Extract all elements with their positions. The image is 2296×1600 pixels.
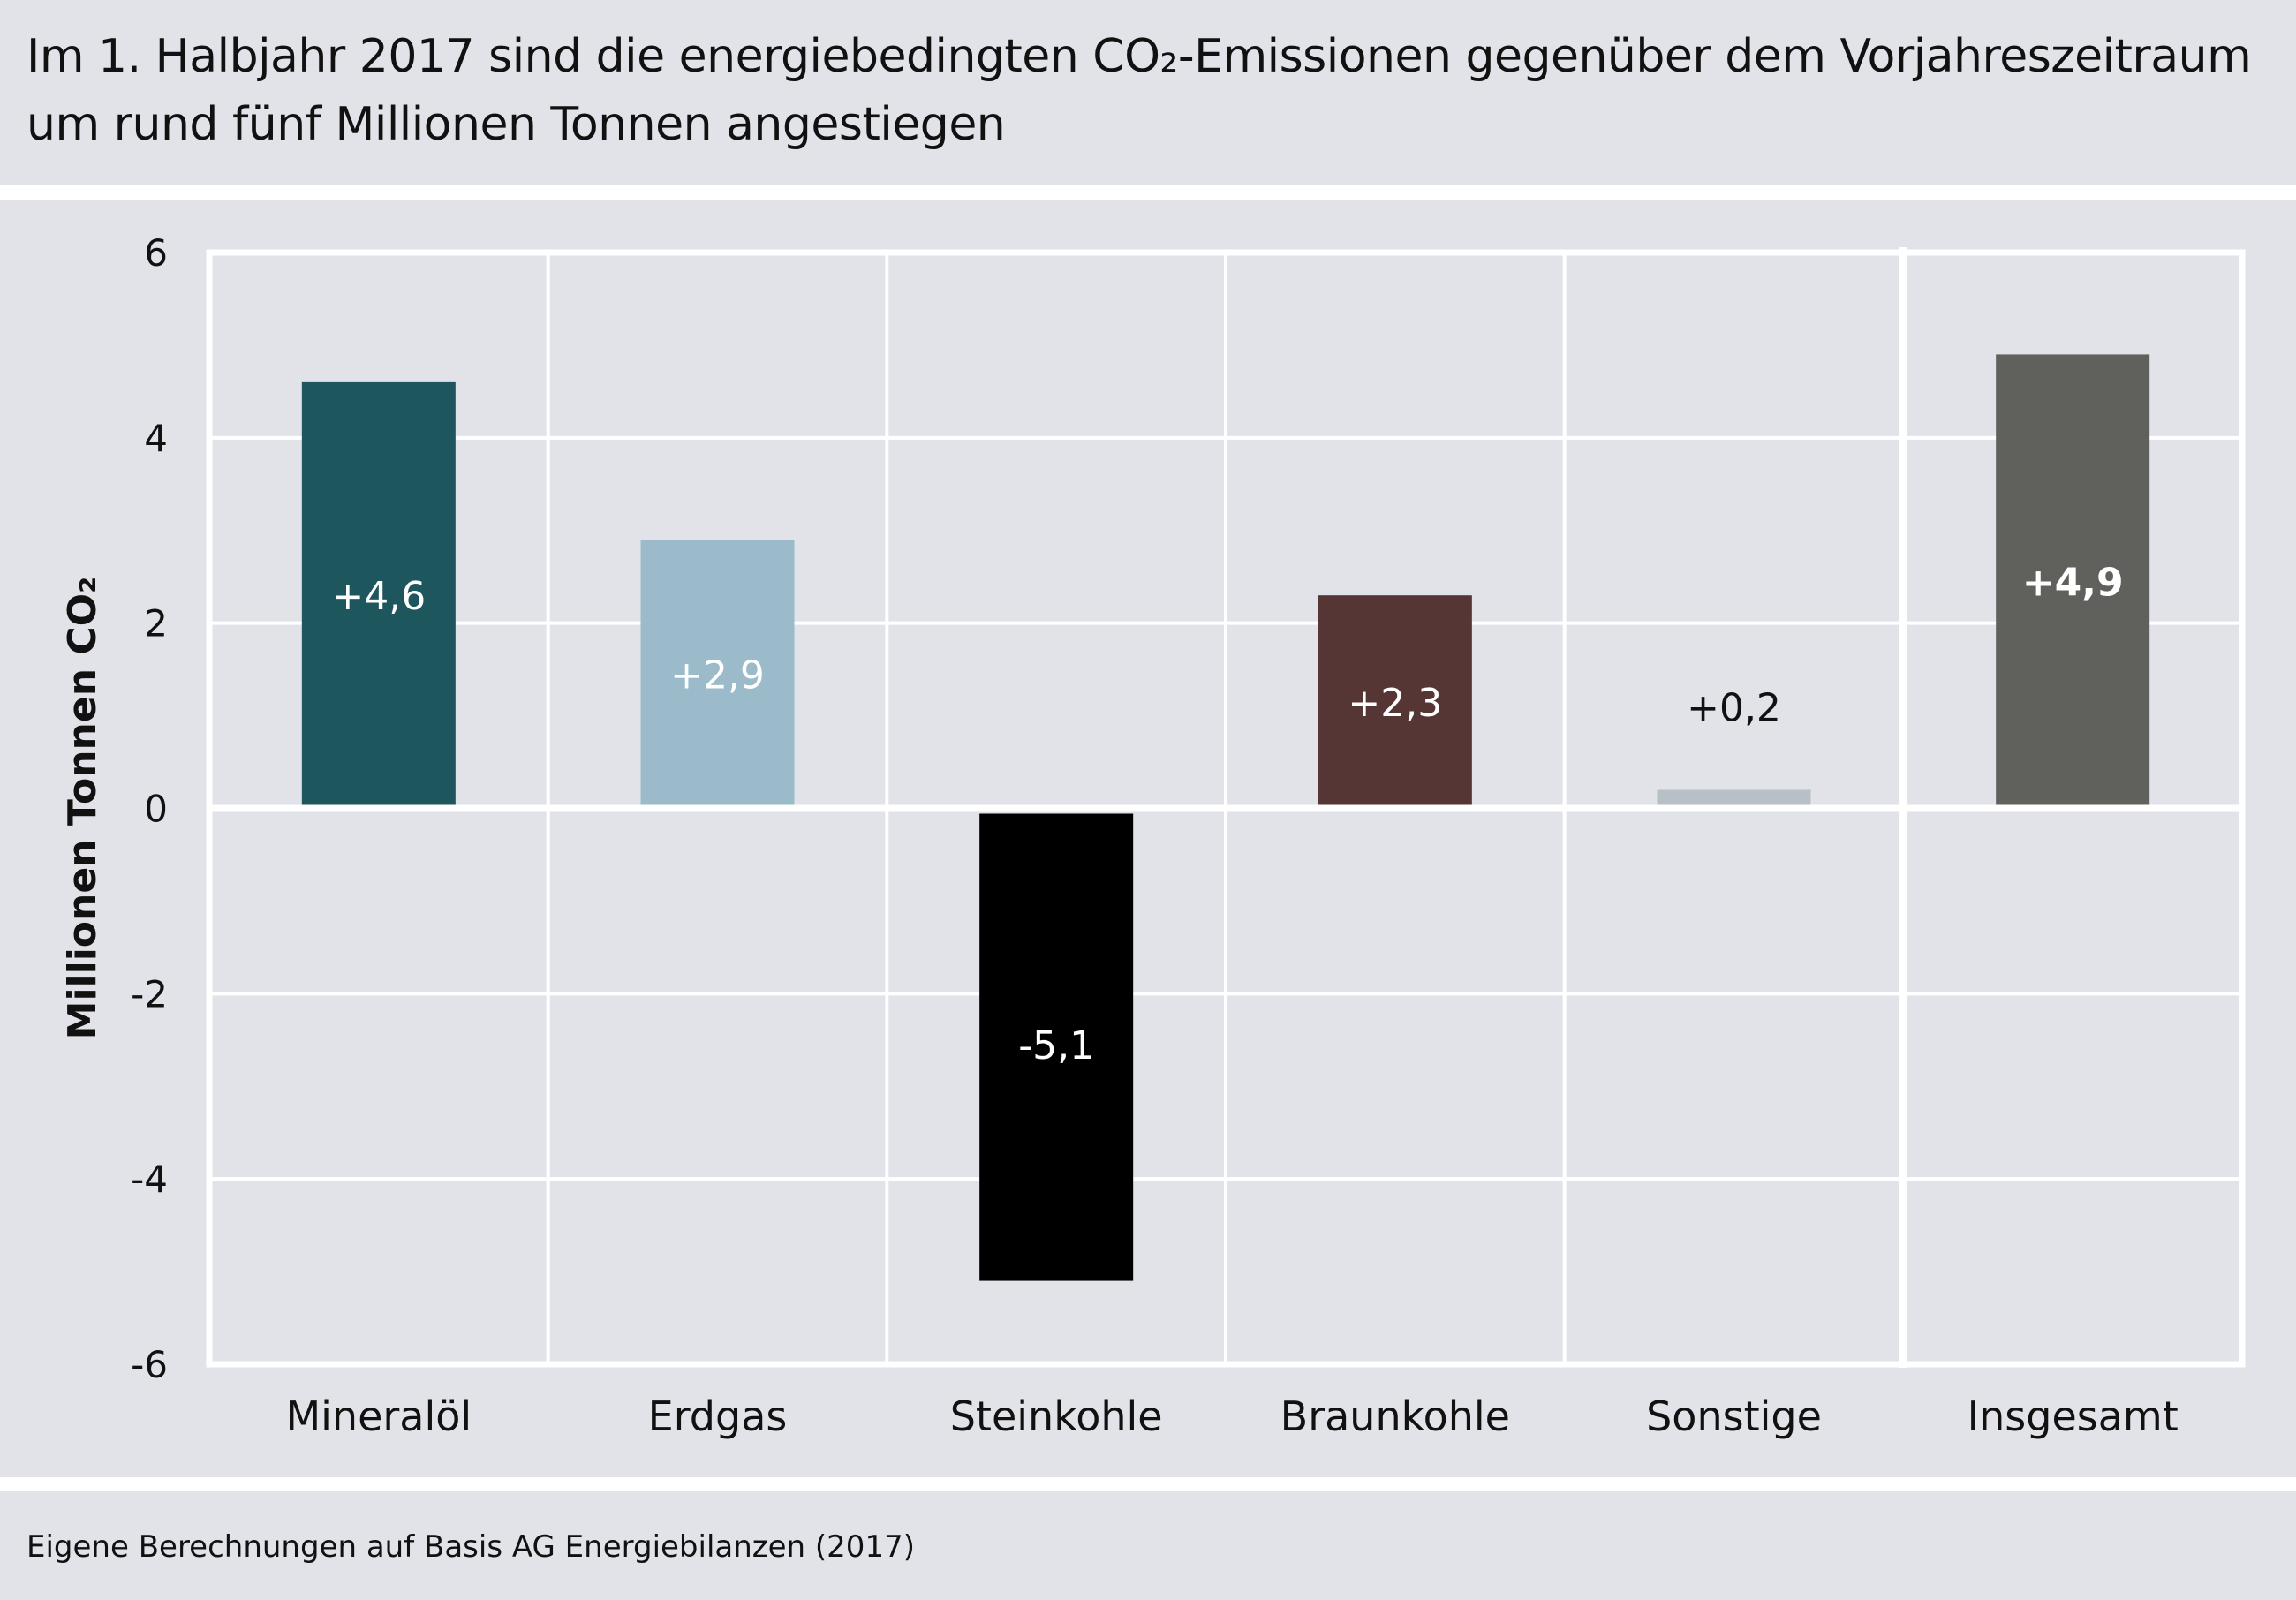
- y-axis-label: Millionen Tonnen CO₂: [60, 577, 105, 1040]
- bar-insgesamt: [1996, 354, 2150, 809]
- x-tick-label: Insgesamt: [1967, 1392, 2179, 1440]
- bar-braunkohle: [1318, 595, 1472, 809]
- bar-chart: +4,6 +2,9 -5,1 +2,3 +0,2 +4,9 6 4 2 0 -2 -4 -6 Mine…: [60, 231, 2246, 1440]
- data-labels: +4,6 +2,9 -5,1 +2,3 +0,2 +4,9: [331, 560, 2123, 1068]
- bar-sonstige: [1657, 789, 1811, 809]
- y-tick-label: -4: [131, 1158, 168, 1201]
- data-label: +2,9: [670, 653, 765, 698]
- footer-divider: [0, 1477, 2296, 1491]
- chart-title-line-2: um rund fünf Millionen Tonnen angestiege…: [26, 98, 1006, 151]
- data-label: -5,1: [1018, 1023, 1094, 1068]
- x-tick-label: Steinkohle: [950, 1392, 1163, 1440]
- data-label: +2,3: [1348, 681, 1442, 726]
- data-label: +4,6: [331, 574, 426, 619]
- chart-title-line-1: Im 1. Halbjahr 2017 sind die energiebedi…: [26, 30, 2252, 83]
- bar-steinkohle: [979, 813, 1134, 1281]
- y-tick-label: 0: [144, 788, 168, 831]
- y-axis-ticks: 6 4 2 0 -2 -4 -6: [131, 231, 168, 1386]
- header-divider: [0, 185, 2296, 200]
- x-tick-label: Sonstige: [1646, 1392, 1822, 1440]
- x-tick-label: Erdgas: [648, 1392, 788, 1440]
- y-tick-label: -6: [131, 1343, 168, 1386]
- chart-footer: Eigene Berechnungen auf Basis AG Energie…: [0, 1491, 2296, 1600]
- y-tick-label: 2: [144, 602, 168, 645]
- x-tick-label: Braunkohle: [1280, 1392, 1510, 1440]
- y-tick-label: -2: [131, 972, 168, 1015]
- y-tick-label: 6: [144, 231, 168, 275]
- y-tick-label: 4: [144, 417, 168, 460]
- bar-mineralöl: [301, 381, 456, 809]
- bars: [301, 354, 2150, 1281]
- x-tick-label: Mineralöl: [285, 1392, 472, 1440]
- bar-erdgas: [640, 540, 795, 809]
- source-note: Eigene Berechnungen auf Basis AG Energie…: [26, 1529, 915, 1565]
- chart-header: Im 1. Halbjahr 2017 sind die energiebedi…: [0, 0, 2296, 185]
- plot-frame: [206, 249, 2246, 1368]
- chart-area: +4,6 +2,9 -5,1 +2,3 +0,2 +4,9 6 4 2 0 -2 -4 -6 Mine…: [0, 200, 2296, 1477]
- data-label: +0,2: [1687, 686, 1781, 731]
- plot-border: [206, 249, 2246, 1368]
- data-label: +4,9: [2022, 560, 2124, 605]
- x-axis-ticks: Mineralöl Erdgas Steinkohle Braunkohle Sonst…: [285, 1392, 2178, 1440]
- chart-title: Im 1. Halbjahr 2017 sind die energiebedi…: [26, 23, 2270, 159]
